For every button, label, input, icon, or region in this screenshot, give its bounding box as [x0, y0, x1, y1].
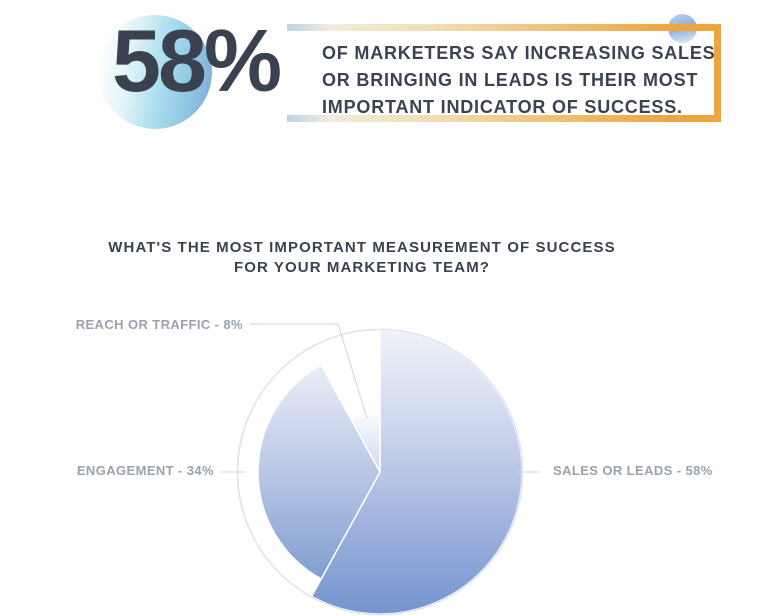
- pie-slice-reach-or-traffic: [351, 413, 381, 473]
- pie-label-engagement: ENGAGEMENT - 34%: [76, 463, 214, 478]
- pie-overlay: [220, 323, 540, 616]
- stat-value: 58%: [112, 11, 282, 110]
- statement-line: IMPORTANT INDICATOR OF SUCCESS.: [322, 97, 683, 117]
- chart-title: WHAT'S THE MOST IMPORTANT MEASUREMENT OF…: [40, 238, 684, 278]
- pie-label-sales-or-leads: SALES OR LEADS - 58%: [553, 463, 713, 478]
- stat-circle-decoration: [98, 15, 212, 129]
- statement-line: OF MARKETERS SAY INCREASING SALES: [322, 43, 716, 63]
- pie-chart: [220, 323, 540, 616]
- chart-title-line: WHAT'S THE MOST IMPORTANT MEASUREMENT OF…: [108, 239, 616, 256]
- pie-slice-engagement: [257, 364, 381, 580]
- pie-label-reach-or-traffic: REACH OR TRAFFIC - 8%: [75, 317, 243, 332]
- statement-line: OR BRINGING IN LEADS IS THEIR MOST: [322, 70, 699, 90]
- chart-title-line: FOR YOUR MARKETING TEAM?: [233, 259, 491, 276]
- leader-line-reach-or-traffic: [250, 323, 368, 419]
- statement-box: OF MARKETERS SAY INCREASING SALES OR BRI…: [287, 24, 721, 122]
